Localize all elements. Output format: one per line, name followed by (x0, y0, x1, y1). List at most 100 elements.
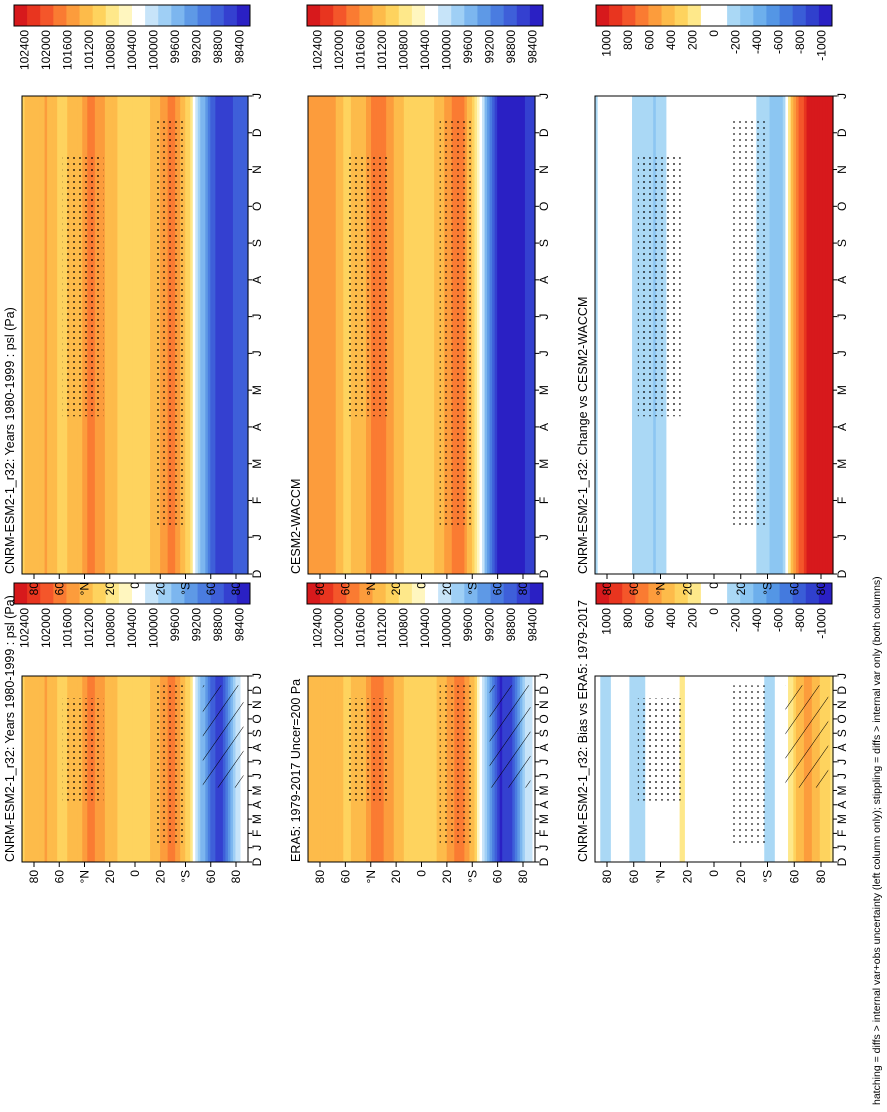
heatmap-cell (227, 96, 232, 574)
heatmap-cell (313, 676, 317, 862)
x-tick-label: J (537, 759, 551, 765)
panel-title: CNRM-ESM2-1_r32: Change vs CESM2-WACCM (576, 297, 590, 574)
heatmap-cell (190, 676, 194, 862)
heatmap-cell (102, 96, 106, 574)
heatmap-cell (766, 676, 771, 862)
colorbar-swatch (53, 5, 67, 26)
colorbar-frame (595, 4, 833, 27)
heatmap-cell (711, 96, 715, 574)
colorbar-swatch (27, 5, 41, 26)
heatmap-cell (27, 676, 31, 862)
colorbar-swatch (596, 583, 610, 604)
colorbar-tick-label: 98800 (211, 30, 225, 64)
colorbar-swatch (490, 5, 505, 26)
heatmap-cell (766, 96, 771, 574)
heatmap-cell (393, 676, 397, 862)
heatmap-cell (52, 676, 56, 862)
x-tick-label: D (835, 686, 849, 695)
x-tick-label: S (835, 239, 849, 247)
heatmap-cell (424, 676, 428, 862)
heatmap-cell (434, 96, 438, 574)
heatmap-cell (610, 96, 615, 574)
colorbar-swatch (438, 583, 452, 604)
heatmap-cell (476, 96, 481, 574)
colorbar-swatch (740, 5, 754, 26)
colorbar-tick-label: 102400 (18, 608, 32, 648)
colorbar-frame (306, 4, 544, 27)
heatmap-cell (436, 676, 440, 862)
heatmap-cell (616, 676, 620, 862)
heatmap-cell (328, 676, 332, 862)
colorbar-tick-label: 99200 (189, 30, 203, 64)
heatmap-cell (232, 96, 237, 574)
colorbar-swatch (27, 583, 41, 604)
y-tick-label: °S (761, 870, 775, 883)
colorbar-tick-label: -1000 (814, 608, 828, 639)
x-tick-label: O (250, 714, 264, 723)
y-tick-label: 80 (229, 870, 243, 884)
heatmap-cell (795, 96, 800, 574)
colorbar-swatch (385, 5, 400, 26)
colorbar: 1000 800 600 400 200 0 -200 -400 -600 -800 -1000 (595, 582, 833, 639)
colorbar-tick-label: 98800 (211, 608, 225, 642)
heatmap-cell (127, 676, 131, 862)
colorbar-swatch (210, 5, 225, 26)
colorbar-tick-label: 101200 (375, 30, 389, 70)
colorbar-swatch (158, 5, 172, 26)
hatching-region (785, 685, 829, 788)
heatmap-cell (320, 676, 324, 862)
heatmap-cell (315, 96, 319, 574)
x-tick-label: A (835, 801, 849, 809)
colorbar-tick-label: -600 (771, 30, 785, 54)
heatmap-cell (801, 96, 805, 574)
heatmap-field (22, 96, 249, 574)
heatmap-cell (333, 676, 337, 862)
x-tick-label: D (250, 128, 264, 137)
colorbar-tick-label: 1000 (600, 30, 614, 57)
colorbar-swatch (648, 583, 662, 604)
heatmap-cell (825, 96, 829, 574)
colorbar: 1000 800 600 400 200 0 -200 -400 -600 -800 -1000 (595, 4, 833, 61)
heatmap-cell (129, 676, 134, 862)
heatmap-cell (597, 96, 601, 574)
y-tick-label: 80 (229, 582, 243, 596)
heatmap-cell (318, 96, 322, 574)
heatmap-cell (632, 96, 636, 574)
y-tick-label: °N (364, 870, 378, 883)
heatmap-cell (119, 96, 124, 574)
heatmap-cell (187, 96, 191, 574)
heatmap-cell (690, 96, 694, 574)
heatmap-cell (140, 96, 144, 574)
x-tick-label: J (835, 534, 849, 540)
heatmap-cell (220, 96, 224, 574)
colorbar-swatch (223, 583, 238, 604)
x-tick-label: M (835, 814, 849, 824)
y-tick-label: 20 (734, 582, 748, 596)
heatmap-cell (512, 96, 516, 574)
heatmap-cell (330, 676, 334, 862)
y-tick-label: 60 (52, 582, 66, 596)
heatmap-cell (814, 96, 818, 574)
x-tick-label: A (250, 423, 264, 431)
colorbar-tick-label: -200 (728, 608, 742, 632)
colorbar-tick-label: 102400 (18, 30, 32, 70)
heatmap-cell (343, 676, 347, 862)
heatmap-cell (621, 96, 625, 574)
colorbar-swatch (805, 5, 820, 26)
x-tick-label: J (250, 350, 264, 356)
heatmap-cell (727, 676, 731, 862)
heatmap-cell (112, 96, 116, 574)
x-tick-label: J (835, 845, 849, 851)
heatmap-cell (114, 96, 119, 574)
colorbar-swatch (372, 583, 387, 604)
colorbar-swatch (503, 583, 518, 604)
stippling-region (439, 685, 472, 844)
colorbar-tick-label: 200 (686, 30, 700, 50)
y-tick-label: 0 (128, 582, 142, 589)
heatmap-cell (684, 96, 689, 574)
x-tick-label: M (250, 459, 264, 469)
colorbar-swatch (236, 5, 251, 26)
colorbar-swatch (661, 5, 676, 26)
heatmap-cell (682, 96, 686, 574)
colorbar-tick-label: -800 (793, 30, 807, 54)
